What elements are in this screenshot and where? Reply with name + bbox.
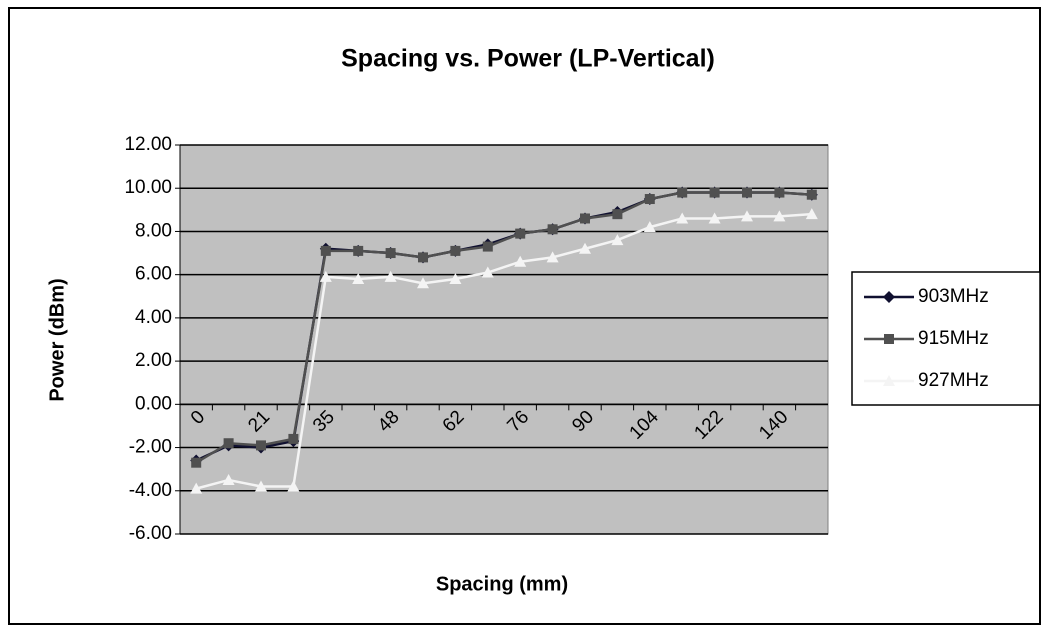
marker	[223, 438, 234, 449]
y-tick-label: 0.00	[135, 393, 172, 414]
marker	[287, 480, 300, 492]
plot-area	[179, 144, 829, 535]
marker	[385, 248, 396, 259]
x-axis-title: Spacing (mm)	[436, 573, 568, 595]
marker	[449, 272, 462, 284]
marker	[352, 272, 365, 284]
legend-label: 903MHz	[918, 286, 989, 307]
marker	[514, 255, 527, 267]
marker	[806, 189, 817, 200]
marker	[256, 440, 266, 451]
marker	[515, 228, 526, 239]
marker	[805, 208, 818, 220]
y-tick-label: 10.00	[124, 177, 172, 198]
legend-label: 915MHz	[918, 328, 989, 349]
marker	[255, 480, 267, 492]
y-tick-label: -4.00	[129, 480, 172, 501]
marker	[482, 241, 493, 252]
marker	[773, 210, 786, 222]
marker	[190, 482, 203, 494]
y-tick-label: 8.00	[135, 220, 172, 241]
y-tick-label: -6.00	[129, 523, 172, 544]
marker	[884, 334, 894, 344]
marker	[774, 187, 785, 198]
marker	[450, 245, 461, 256]
marker	[288, 433, 299, 444]
marker	[612, 209, 623, 220]
marker	[741, 210, 753, 222]
marker	[418, 252, 428, 263]
marker	[709, 187, 720, 198]
legend-label: 927MHz	[918, 370, 989, 391]
y-tick-label: 2.00	[135, 350, 172, 371]
marker	[580, 213, 590, 224]
marker	[579, 242, 591, 254]
marker	[742, 187, 752, 198]
marker	[677, 187, 688, 198]
marker	[883, 375, 895, 386]
marker	[353, 245, 364, 256]
marker	[643, 221, 656, 233]
marker	[191, 457, 202, 468]
marker	[708, 212, 721, 224]
marker	[547, 224, 558, 235]
series-line	[195, 191, 812, 464]
y-tick-label: 6.00	[135, 264, 172, 285]
y-axis-title: Power (dBm)	[46, 278, 68, 401]
marker	[319, 270, 332, 282]
marker	[644, 194, 655, 205]
y-tick-label: 12.00	[124, 134, 172, 155]
marker	[611, 234, 624, 246]
marker	[222, 473, 235, 485]
series-line	[195, 212, 812, 490]
marker	[546, 251, 559, 263]
y-tick-label: 4.00	[135, 307, 172, 328]
marker	[883, 291, 895, 303]
marker	[417, 277, 429, 289]
marker	[481, 266, 494, 278]
marker	[676, 212, 689, 224]
y-tick-label: -2.00	[129, 437, 172, 458]
marker	[384, 270, 397, 282]
chart-title: Spacing vs. Power (LP-Vertical)	[341, 45, 715, 73]
marker	[320, 245, 331, 256]
